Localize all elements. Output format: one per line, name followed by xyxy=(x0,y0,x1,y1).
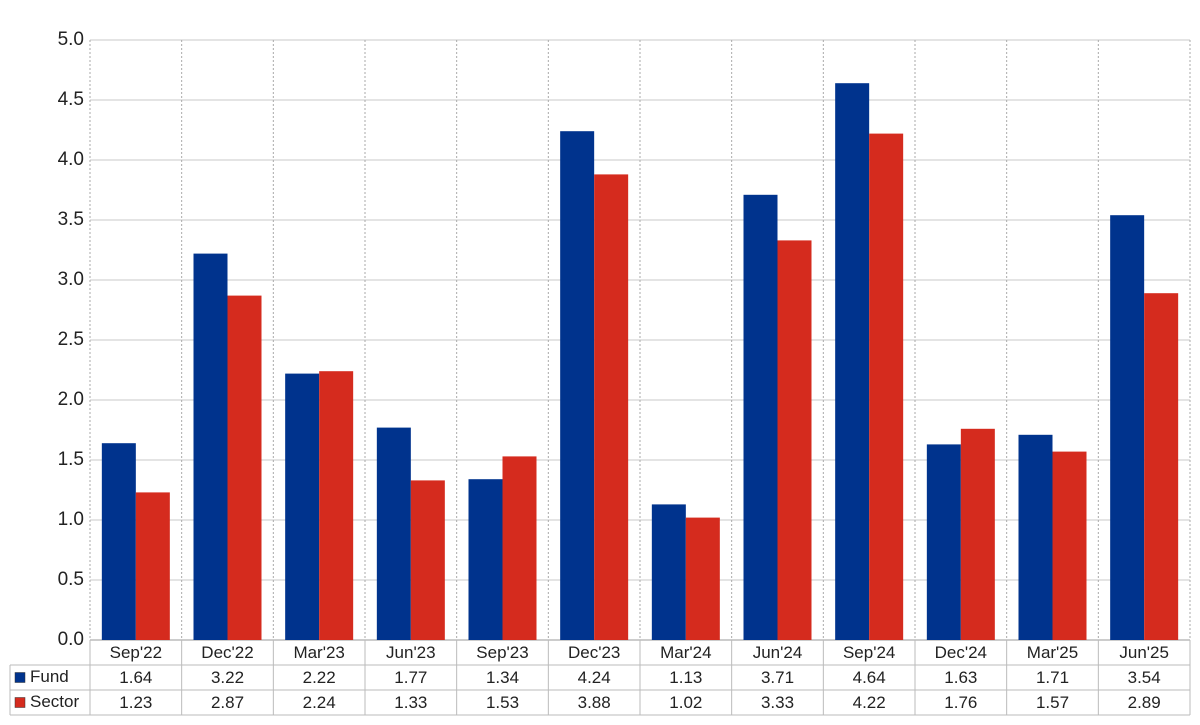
y-tick-label: 5.0 xyxy=(58,29,84,50)
bar xyxy=(926,444,961,640)
table-value: 3.54 xyxy=(1128,668,1161,687)
y-tick-label: 3.0 xyxy=(58,269,84,290)
y-tick-label: 1.0 xyxy=(58,509,84,530)
x-tick-label: Jun'25 xyxy=(1119,643,1169,662)
legend-swatch xyxy=(14,672,26,683)
bar xyxy=(376,427,411,640)
table-value: 3.71 xyxy=(761,668,794,687)
y-tick-label: 2.0 xyxy=(58,389,84,410)
bar xyxy=(468,479,503,640)
bar xyxy=(319,371,354,640)
table-value: 1.77 xyxy=(394,668,427,687)
x-tick-label: Sep'22 xyxy=(110,643,162,662)
bar xyxy=(777,240,812,640)
bar xyxy=(1110,215,1145,640)
bar xyxy=(227,295,262,640)
table-value: 2.22 xyxy=(303,668,336,687)
x-tick-label: Sep'23 xyxy=(476,643,528,662)
table-value: 1.64 xyxy=(119,668,152,687)
bar xyxy=(1144,293,1179,640)
x-tick-label: Jun'24 xyxy=(753,643,803,662)
table-value: 3.33 xyxy=(761,693,794,712)
x-tick-label: Mar'25 xyxy=(1027,643,1078,662)
bar xyxy=(869,133,904,640)
bar xyxy=(1052,451,1087,640)
bar xyxy=(193,253,228,640)
table-value: 1.23 xyxy=(119,693,152,712)
y-tick-label: 4.5 xyxy=(58,89,84,110)
bar xyxy=(960,428,995,640)
x-tick-label: Jun'23 xyxy=(386,643,436,662)
legend-swatch xyxy=(14,697,26,708)
table-value: 1.34 xyxy=(486,668,519,687)
bar xyxy=(502,456,537,640)
bar xyxy=(743,194,778,641)
y-tick-label: 3.5 xyxy=(58,209,84,230)
table-value: 2.89 xyxy=(1128,693,1161,712)
legend-label: Sector xyxy=(30,692,79,711)
table-value: 1.53 xyxy=(486,693,519,712)
table-value: 1.02 xyxy=(669,693,702,712)
x-tick-label: Dec'24 xyxy=(935,643,987,662)
table-value: 4.64 xyxy=(853,668,886,687)
bar xyxy=(651,504,686,640)
bar xyxy=(285,373,320,640)
x-tick-label: Dec'23 xyxy=(568,643,620,662)
y-tick-label: 2.5 xyxy=(58,329,84,350)
table-value: 1.57 xyxy=(1036,693,1069,712)
y-tick-label: 0.0 xyxy=(58,629,84,650)
bar xyxy=(410,480,445,640)
bar xyxy=(101,443,136,640)
x-tick-label: Sep'24 xyxy=(843,643,895,662)
table-value: 1.76 xyxy=(944,693,977,712)
bar xyxy=(835,83,870,640)
bar xyxy=(560,131,595,640)
table-value: 1.33 xyxy=(394,693,427,712)
x-tick-label: Dec'22 xyxy=(201,643,253,662)
y-tick-label: 4.0 xyxy=(58,149,84,170)
table-value: 3.22 xyxy=(211,668,244,687)
table-value: 1.63 xyxy=(944,668,977,687)
bar xyxy=(685,517,720,640)
legend-label: Fund xyxy=(30,667,69,686)
x-tick-label: Mar'23 xyxy=(293,643,344,662)
table-value: 1.71 xyxy=(1036,668,1069,687)
table-value: 3.88 xyxy=(578,693,611,712)
bar xyxy=(594,174,629,640)
bar xyxy=(135,492,170,640)
table-value: 1.13 xyxy=(669,668,702,687)
y-tick-label: 1.5 xyxy=(58,449,84,470)
table-value: 4.22 xyxy=(853,693,886,712)
x-tick-label: Mar'24 xyxy=(660,643,711,662)
table-value: 2.24 xyxy=(303,693,336,712)
table-value: 4.24 xyxy=(578,668,611,687)
table-value: 2.87 xyxy=(211,693,244,712)
y-tick-label: 0.5 xyxy=(58,569,84,590)
bar xyxy=(1018,434,1053,640)
